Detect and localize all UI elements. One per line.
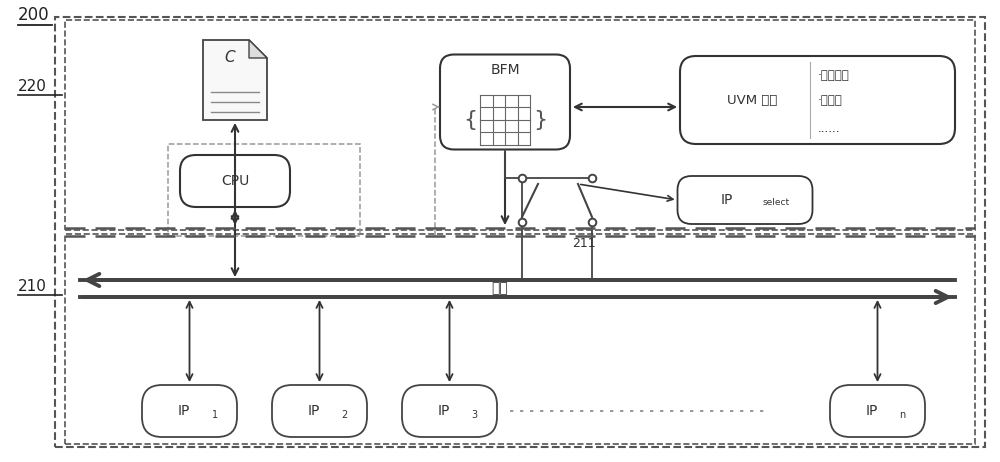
Text: 1: 1	[212, 410, 218, 420]
FancyBboxPatch shape	[402, 385, 497, 437]
Text: ......: ......	[818, 122, 840, 135]
Text: 3: 3	[471, 410, 478, 420]
Text: select: select	[763, 199, 790, 207]
FancyBboxPatch shape	[440, 55, 570, 150]
Text: CPU: CPU	[221, 174, 249, 188]
FancyBboxPatch shape	[272, 385, 367, 437]
Text: 220: 220	[18, 79, 47, 94]
Text: IP: IP	[865, 404, 878, 418]
Polygon shape	[203, 40, 267, 120]
Text: {: {	[463, 109, 477, 129]
Text: }: }	[533, 109, 547, 129]
Text: IP: IP	[437, 404, 450, 418]
Bar	[168, 144, 360, 236]
Text: 210: 210	[18, 279, 47, 294]
Text: n: n	[900, 410, 906, 420]
FancyBboxPatch shape	[830, 385, 925, 437]
FancyBboxPatch shape	[680, 56, 955, 144]
Bar	[65, 234, 975, 444]
FancyBboxPatch shape	[142, 385, 237, 437]
Text: ·约束随机: ·约束随机	[818, 69, 850, 83]
Text: IP: IP	[307, 404, 320, 418]
Text: UVM 用例: UVM 用例	[727, 93, 777, 107]
Bar	[65, 20, 975, 230]
Text: IP: IP	[177, 404, 190, 418]
Polygon shape	[249, 40, 267, 58]
Text: 总线: 总线	[492, 281, 508, 296]
Text: 2: 2	[342, 410, 348, 420]
FancyBboxPatch shape	[180, 155, 290, 207]
Text: 211: 211	[572, 237, 596, 250]
Text: 200: 200	[18, 6, 50, 24]
Text: ·覆盖率: ·覆盖率	[818, 93, 843, 107]
FancyBboxPatch shape	[678, 176, 812, 224]
Text: C: C	[225, 50, 235, 66]
Text: IP: IP	[721, 193, 733, 207]
Text: BFM: BFM	[490, 62, 520, 77]
